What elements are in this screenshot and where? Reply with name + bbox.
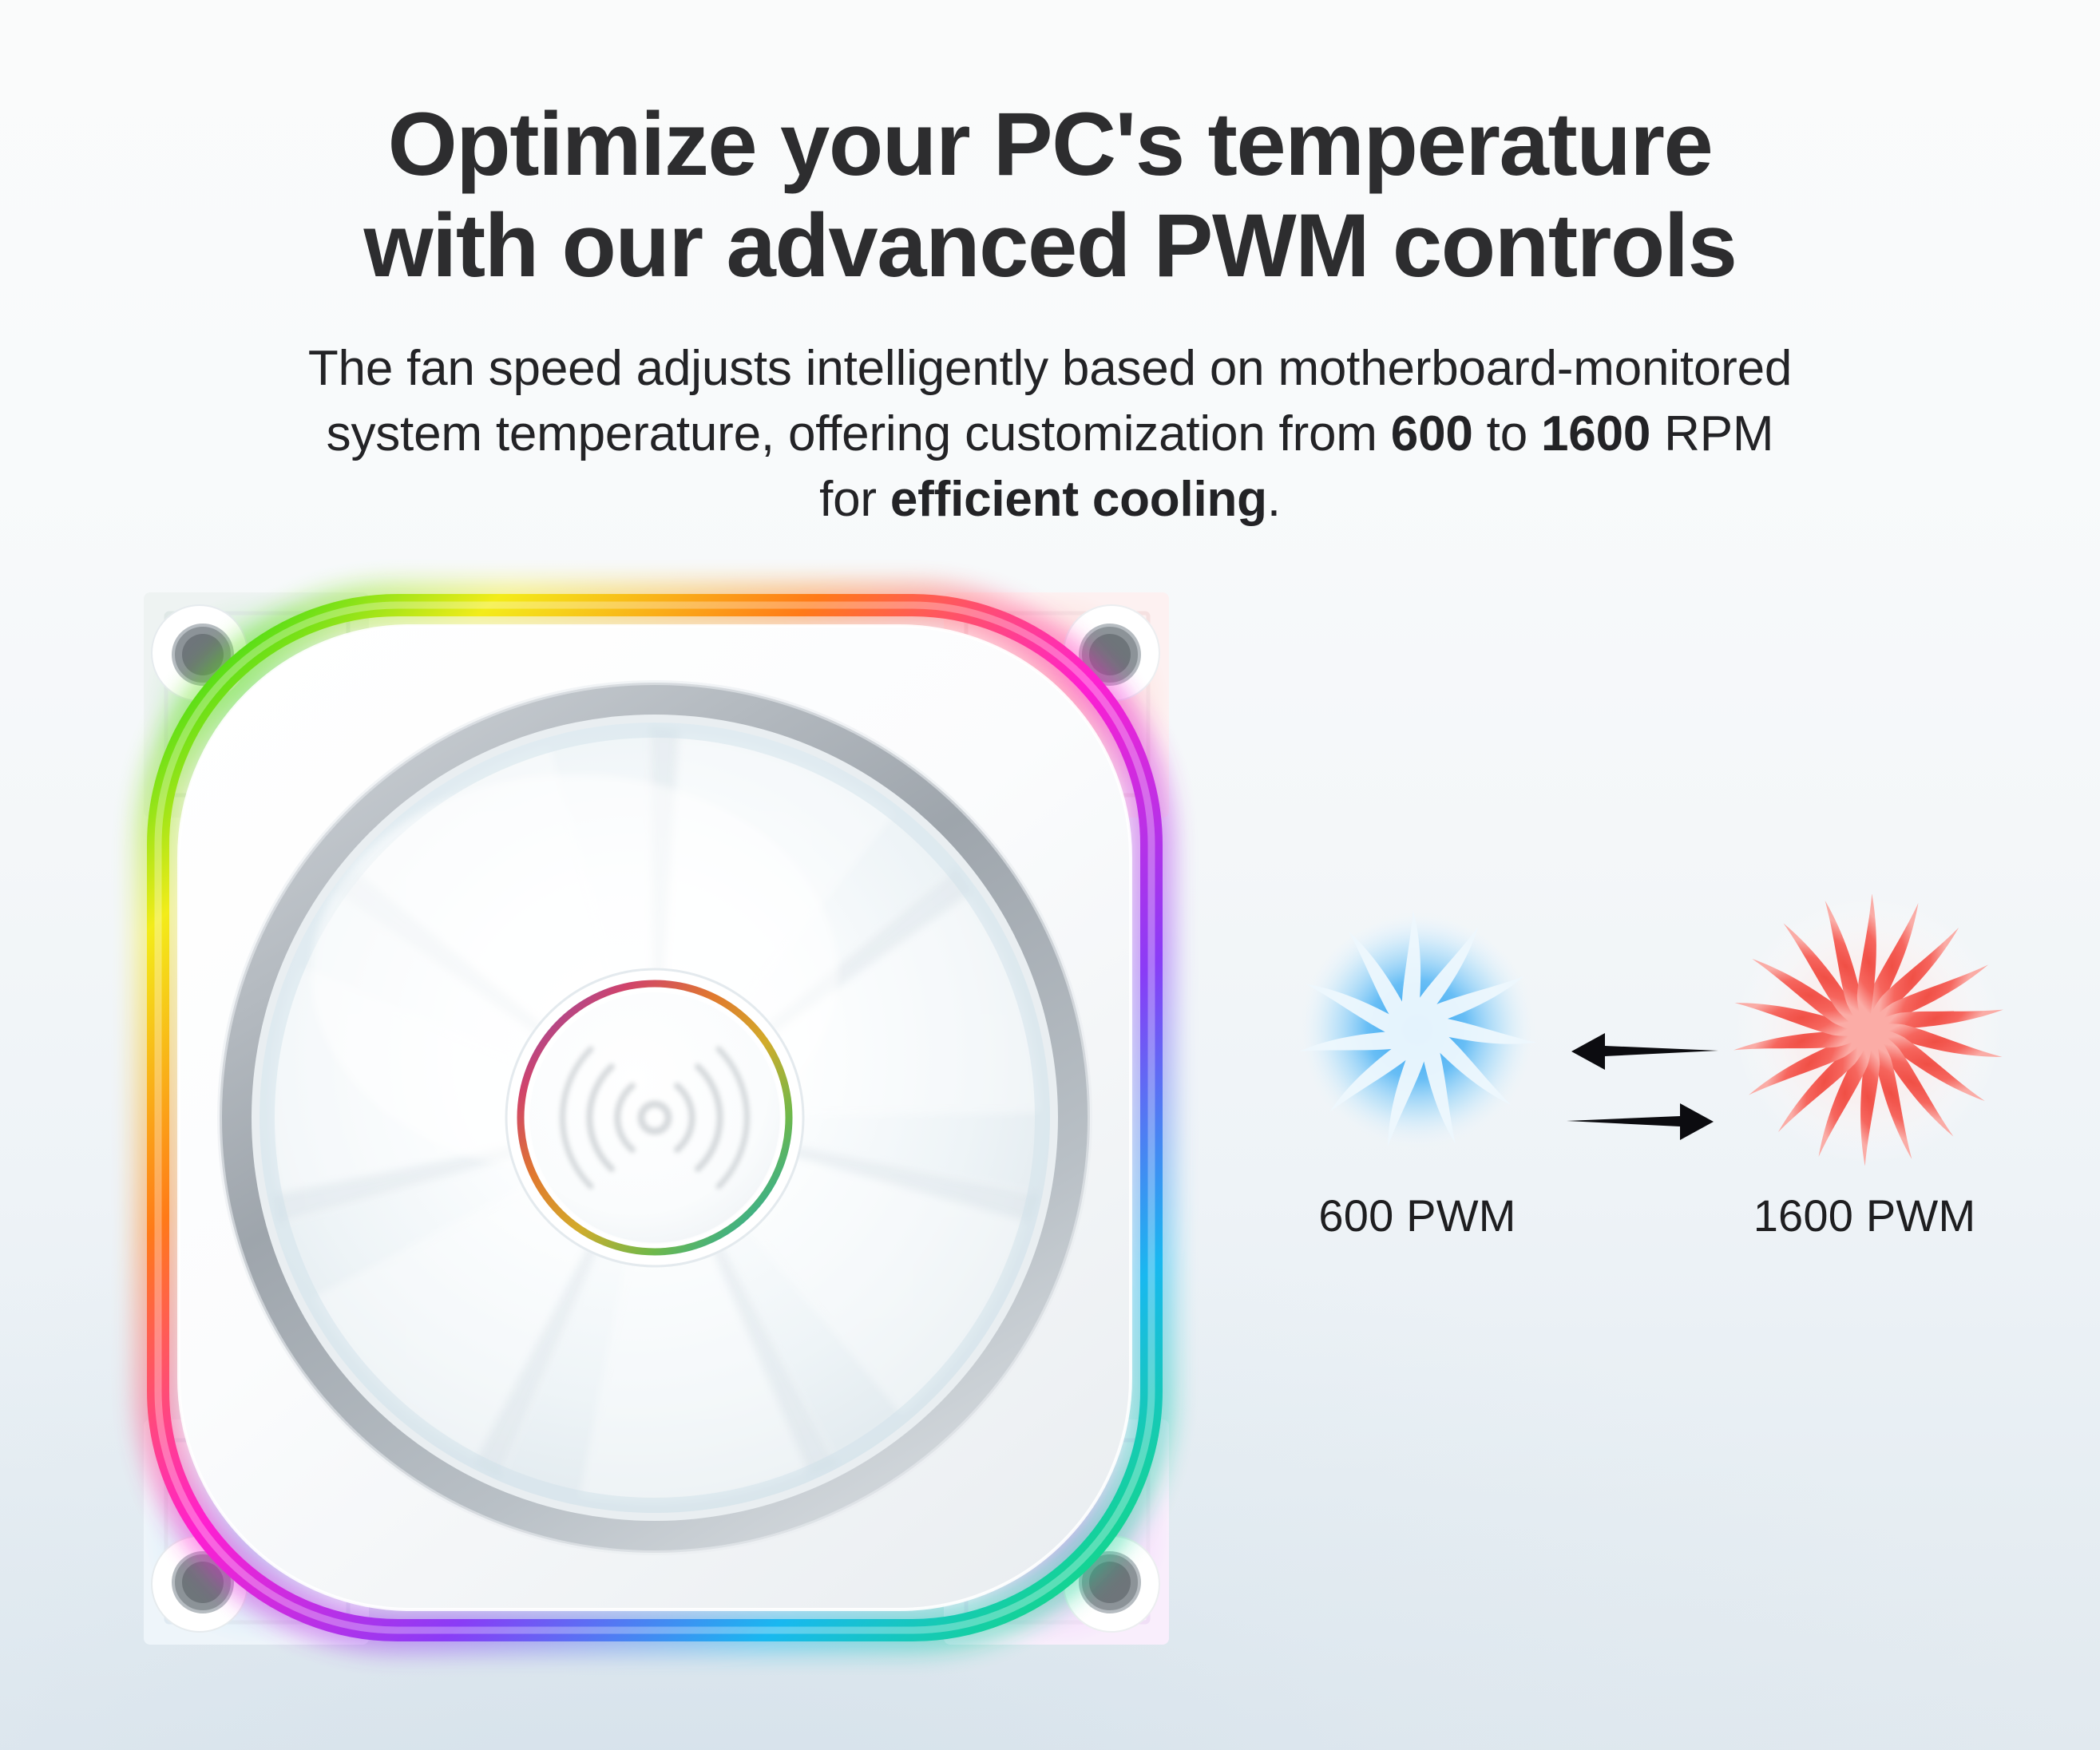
headline-line-2: with our advanced PWM controls xyxy=(363,195,1737,295)
fan-illustration xyxy=(135,582,1175,1653)
brand-wave-logo xyxy=(560,1046,750,1190)
argb-light-ring xyxy=(135,582,1175,1653)
pwm-speed-comparison-diagram: 600 PWM 1600 PWM xyxy=(1262,894,2060,1341)
arrow-left-icon xyxy=(1571,1033,1718,1070)
pwm-slow-label: 600 PWM xyxy=(1318,1190,1516,1241)
arrow-right-icon xyxy=(1567,1103,1714,1140)
fan-hub xyxy=(505,968,805,1268)
hub-argb-ring xyxy=(517,980,793,1256)
subtitle-line-2-text-b: to xyxy=(1472,406,1541,461)
headline-line-1: Optimize your PC's temperature xyxy=(387,94,1714,194)
fan-swirl-slow-icon xyxy=(1298,910,1537,1150)
subtitle-line-2-text-c: RPM xyxy=(1650,406,1774,461)
header-block: Optimize your PC's temperature with our … xyxy=(0,94,2100,533)
argb-fan-product-image xyxy=(96,559,1214,1677)
subtitle-line-2-text-a: system temperature, offering customizati… xyxy=(326,406,1391,461)
rpm-min-value: 600 xyxy=(1390,406,1473,461)
subtitle-line-3-text-a: for xyxy=(819,471,890,527)
pwm-fast-label: 1600 PWM xyxy=(1753,1190,1976,1241)
page-subtitle: The fan speed adjusts intelligently base… xyxy=(0,336,2100,532)
rpm-max-value: 1600 xyxy=(1541,406,1651,461)
speed-transition-arrows xyxy=(1559,1014,1726,1158)
subtitle-line-3: for efficient cooling. xyxy=(0,467,2100,533)
subtitle-line-3-text-b: . xyxy=(1266,471,1281,527)
subtitle-line-2: system temperature, offering customizati… xyxy=(0,402,2100,467)
efficient-cooling-emphasis: efficient cooling xyxy=(890,471,1267,527)
fan-swirl-fast-icon xyxy=(1733,894,2004,1166)
subtitle-line-1: The fan speed adjusts intelligently base… xyxy=(307,341,1793,397)
page-title: Optimize your PC's temperature with our … xyxy=(0,94,2100,296)
